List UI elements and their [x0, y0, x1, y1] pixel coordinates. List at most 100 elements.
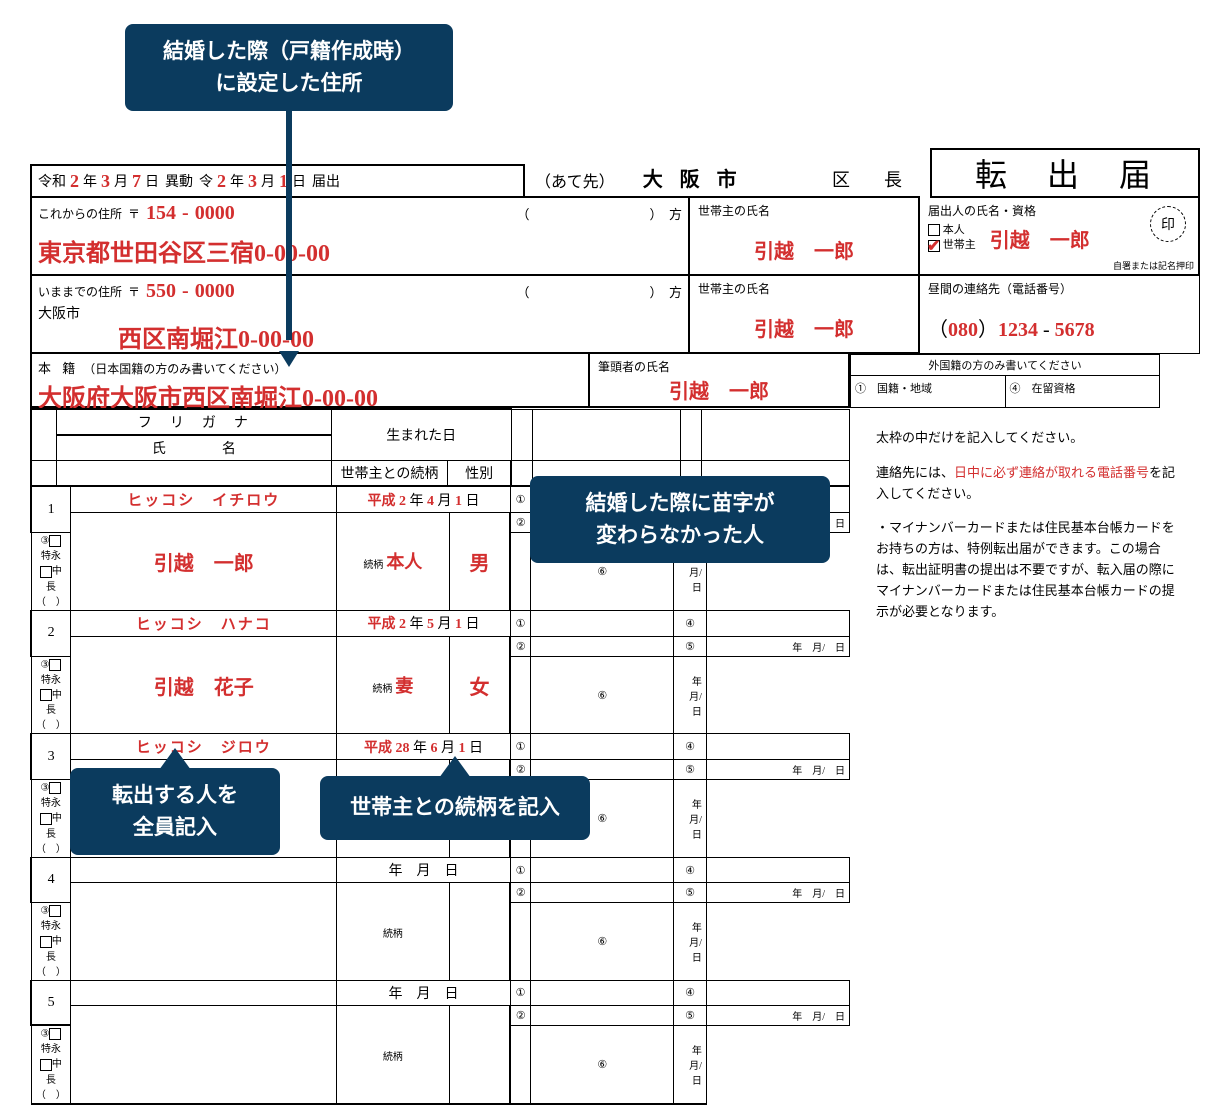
m1[interactable]: 3	[101, 171, 110, 192]
fc-b2[interactable]	[531, 636, 674, 656]
callout-text2: 結婚した際に苗字が変わらなかった人	[586, 492, 775, 547]
callout-allpeople: 転出する人を全員記入	[70, 768, 280, 855]
fc-b2[interactable]	[531, 883, 674, 903]
fc-b1[interactable]	[531, 610, 674, 636]
check-head[interactable]	[928, 240, 940, 252]
new-zip1[interactable]: 154	[146, 202, 176, 225]
ward-city: 大 阪 市	[643, 163, 743, 192]
row-furi[interactable]	[71, 980, 337, 1005]
fc-d5[interactable]: 年 月/ 日	[706, 636, 849, 656]
fc-d5[interactable]: 年 月/ 日	[706, 760, 849, 780]
fc-b3[interactable]	[510, 656, 530, 734]
ward-row: （あて先） 大 阪 市 区 長	[525, 164, 920, 198]
side1: 方	[669, 207, 682, 222]
pr2: ）	[649, 285, 662, 300]
callout-tail	[286, 100, 292, 340]
row-furi[interactable]: ヒッコシ ハナコ	[71, 610, 337, 636]
people-table: フ リ ガ ナ 生まれた日 氏 名 世帯主との続柄 性別	[30, 408, 850, 486]
fc-b2[interactable]	[531, 1005, 674, 1025]
row-birth[interactable]: 平成 2 年 5 月 1 日	[337, 610, 511, 636]
row-name[interactable]	[71, 883, 337, 981]
phone-area[interactable]: 080	[948, 319, 978, 341]
head2-label: 世帯主の氏名	[698, 280, 910, 297]
cl: （	[928, 319, 948, 341]
row-rel[interactable]: 続柄	[337, 1005, 449, 1104]
row-birth[interactable]: 年 月 日	[337, 858, 511, 883]
row-name[interactable]: 引越 一郎	[71, 513, 337, 611]
honseki-box: 本 籍 （日本国籍の方のみ書いてください） 大阪府大阪市西区南堀江0-00-00	[30, 354, 590, 408]
head2-name[interactable]: 引越 一郎	[698, 313, 910, 342]
fc-b3[interactable]	[510, 903, 530, 981]
callout-arrow	[279, 351, 299, 367]
callout-address: 結婚した際（戸籍作成時）に設定した住所	[125, 24, 453, 111]
fc-b1[interactable]	[531, 980, 674, 1005]
row-num: 1	[31, 487, 71, 533]
row-birth[interactable]: 平成 28 年 6 月 1 日	[337, 734, 511, 760]
fc-b1[interactable]	[531, 734, 674, 760]
fc-b3[interactable]	[510, 1025, 530, 1104]
fc-r3: ③特永 中長（ ）	[31, 656, 71, 734]
ml2: 月	[261, 171, 275, 191]
y1[interactable]: 2	[70, 171, 79, 192]
row-sex[interactable]: 女	[449, 636, 510, 734]
row-rel[interactable]: 続柄 本人	[337, 513, 449, 611]
fc-d5[interactable]: 年 月/ 日	[706, 883, 849, 903]
row-sex[interactable]	[449, 883, 510, 981]
head1-name[interactable]: 引越 一郎	[698, 235, 910, 264]
row-sex[interactable]: 男	[449, 513, 510, 611]
era2: 令	[199, 171, 213, 191]
fc-r2: ②	[510, 636, 530, 656]
fc-d5[interactable]: 年 月/ 日	[706, 1005, 849, 1025]
row-furi[interactable]	[71, 858, 337, 883]
fc-b4[interactable]	[706, 980, 849, 1005]
fc-d6[interactable]: 年 月/ 日	[674, 656, 706, 734]
dl1: 日	[145, 171, 159, 191]
tail3	[159, 748, 191, 770]
honseki-label: 本 籍	[38, 361, 79, 376]
row-rel[interactable]: 続柄	[337, 883, 449, 981]
d1[interactable]: 7	[132, 171, 141, 192]
row-birth[interactable]: 平成 2 年 4 月 1 日	[337, 487, 511, 513]
fc-r1: ①	[510, 610, 530, 636]
foreign-c2: ④ 在留資格	[1006, 376, 1160, 407]
fc-b4[interactable]	[706, 610, 849, 636]
old-zip2[interactable]: 0000	[195, 280, 235, 303]
first-name[interactable]: 引越 一郎	[598, 375, 840, 404]
row-sex[interactable]	[449, 1005, 510, 1104]
fc-d6[interactable]: 年 月/ 日	[674, 780, 706, 858]
old-addr-text[interactable]: 西区南堀江0-00-00	[118, 319, 682, 354]
row-name[interactable]: 引越 花子	[71, 636, 337, 734]
row-furi[interactable]: ヒッコシ イチロウ	[71, 487, 337, 513]
form-root: 令和 2 年 3 月 7 日 異動 令 2 年 3 月 1 日 届出 （あて先）…	[30, 164, 1200, 1105]
new-addr-label: これからの住所	[38, 205, 122, 222]
fc-b3[interactable]	[510, 533, 530, 611]
note2: 連絡先には、日中に必ず連絡が取れる電話番号を記入してください。	[876, 463, 1180, 505]
fc-c4: ④	[674, 734, 706, 760]
fc-c6: ⑥	[531, 656, 674, 734]
y2[interactable]: 2	[217, 171, 226, 192]
new-addr-text[interactable]: 東京都世田谷区三宿0-00-00	[38, 233, 682, 268]
fc-d6[interactable]: 年 月/ 日	[674, 1025, 706, 1104]
applicant-name[interactable]: 引越 一郎	[990, 224, 1090, 253]
notes-box: 太枠の中だけを記入してください。 連絡先には、日中に必ず連絡が取れる電話番号を記…	[850, 408, 1190, 1105]
fc-r2: ②	[510, 1005, 530, 1025]
phone2[interactable]: 5678	[1055, 319, 1095, 341]
phone1[interactable]: 1234	[998, 319, 1038, 341]
old-zip1[interactable]: 550	[146, 280, 176, 303]
m2[interactable]: 3	[248, 171, 257, 192]
new-zip2[interactable]: 0000	[195, 202, 235, 225]
fc-b4[interactable]	[706, 858, 849, 883]
fc-d6[interactable]: 年 月/ 日	[674, 903, 706, 981]
fc-b1[interactable]	[531, 858, 674, 883]
fc-r1: ①	[510, 858, 530, 883]
row-rel[interactable]: 続柄 妻	[337, 636, 449, 734]
row-birth[interactable]: 年 月 日	[337, 980, 511, 1005]
form-title: 転 出 届	[930, 148, 1200, 198]
pl2: （	[516, 285, 529, 300]
fc-b4[interactable]	[706, 734, 849, 760]
row-furi[interactable]: ヒッコシ ジロウ	[71, 734, 337, 760]
row-name[interactable]	[71, 1005, 337, 1104]
check-self[interactable]	[928, 224, 940, 236]
foreign-title: 外国籍の方のみ書いてください	[851, 355, 1159, 376]
fc-1-4	[701, 409, 849, 461]
